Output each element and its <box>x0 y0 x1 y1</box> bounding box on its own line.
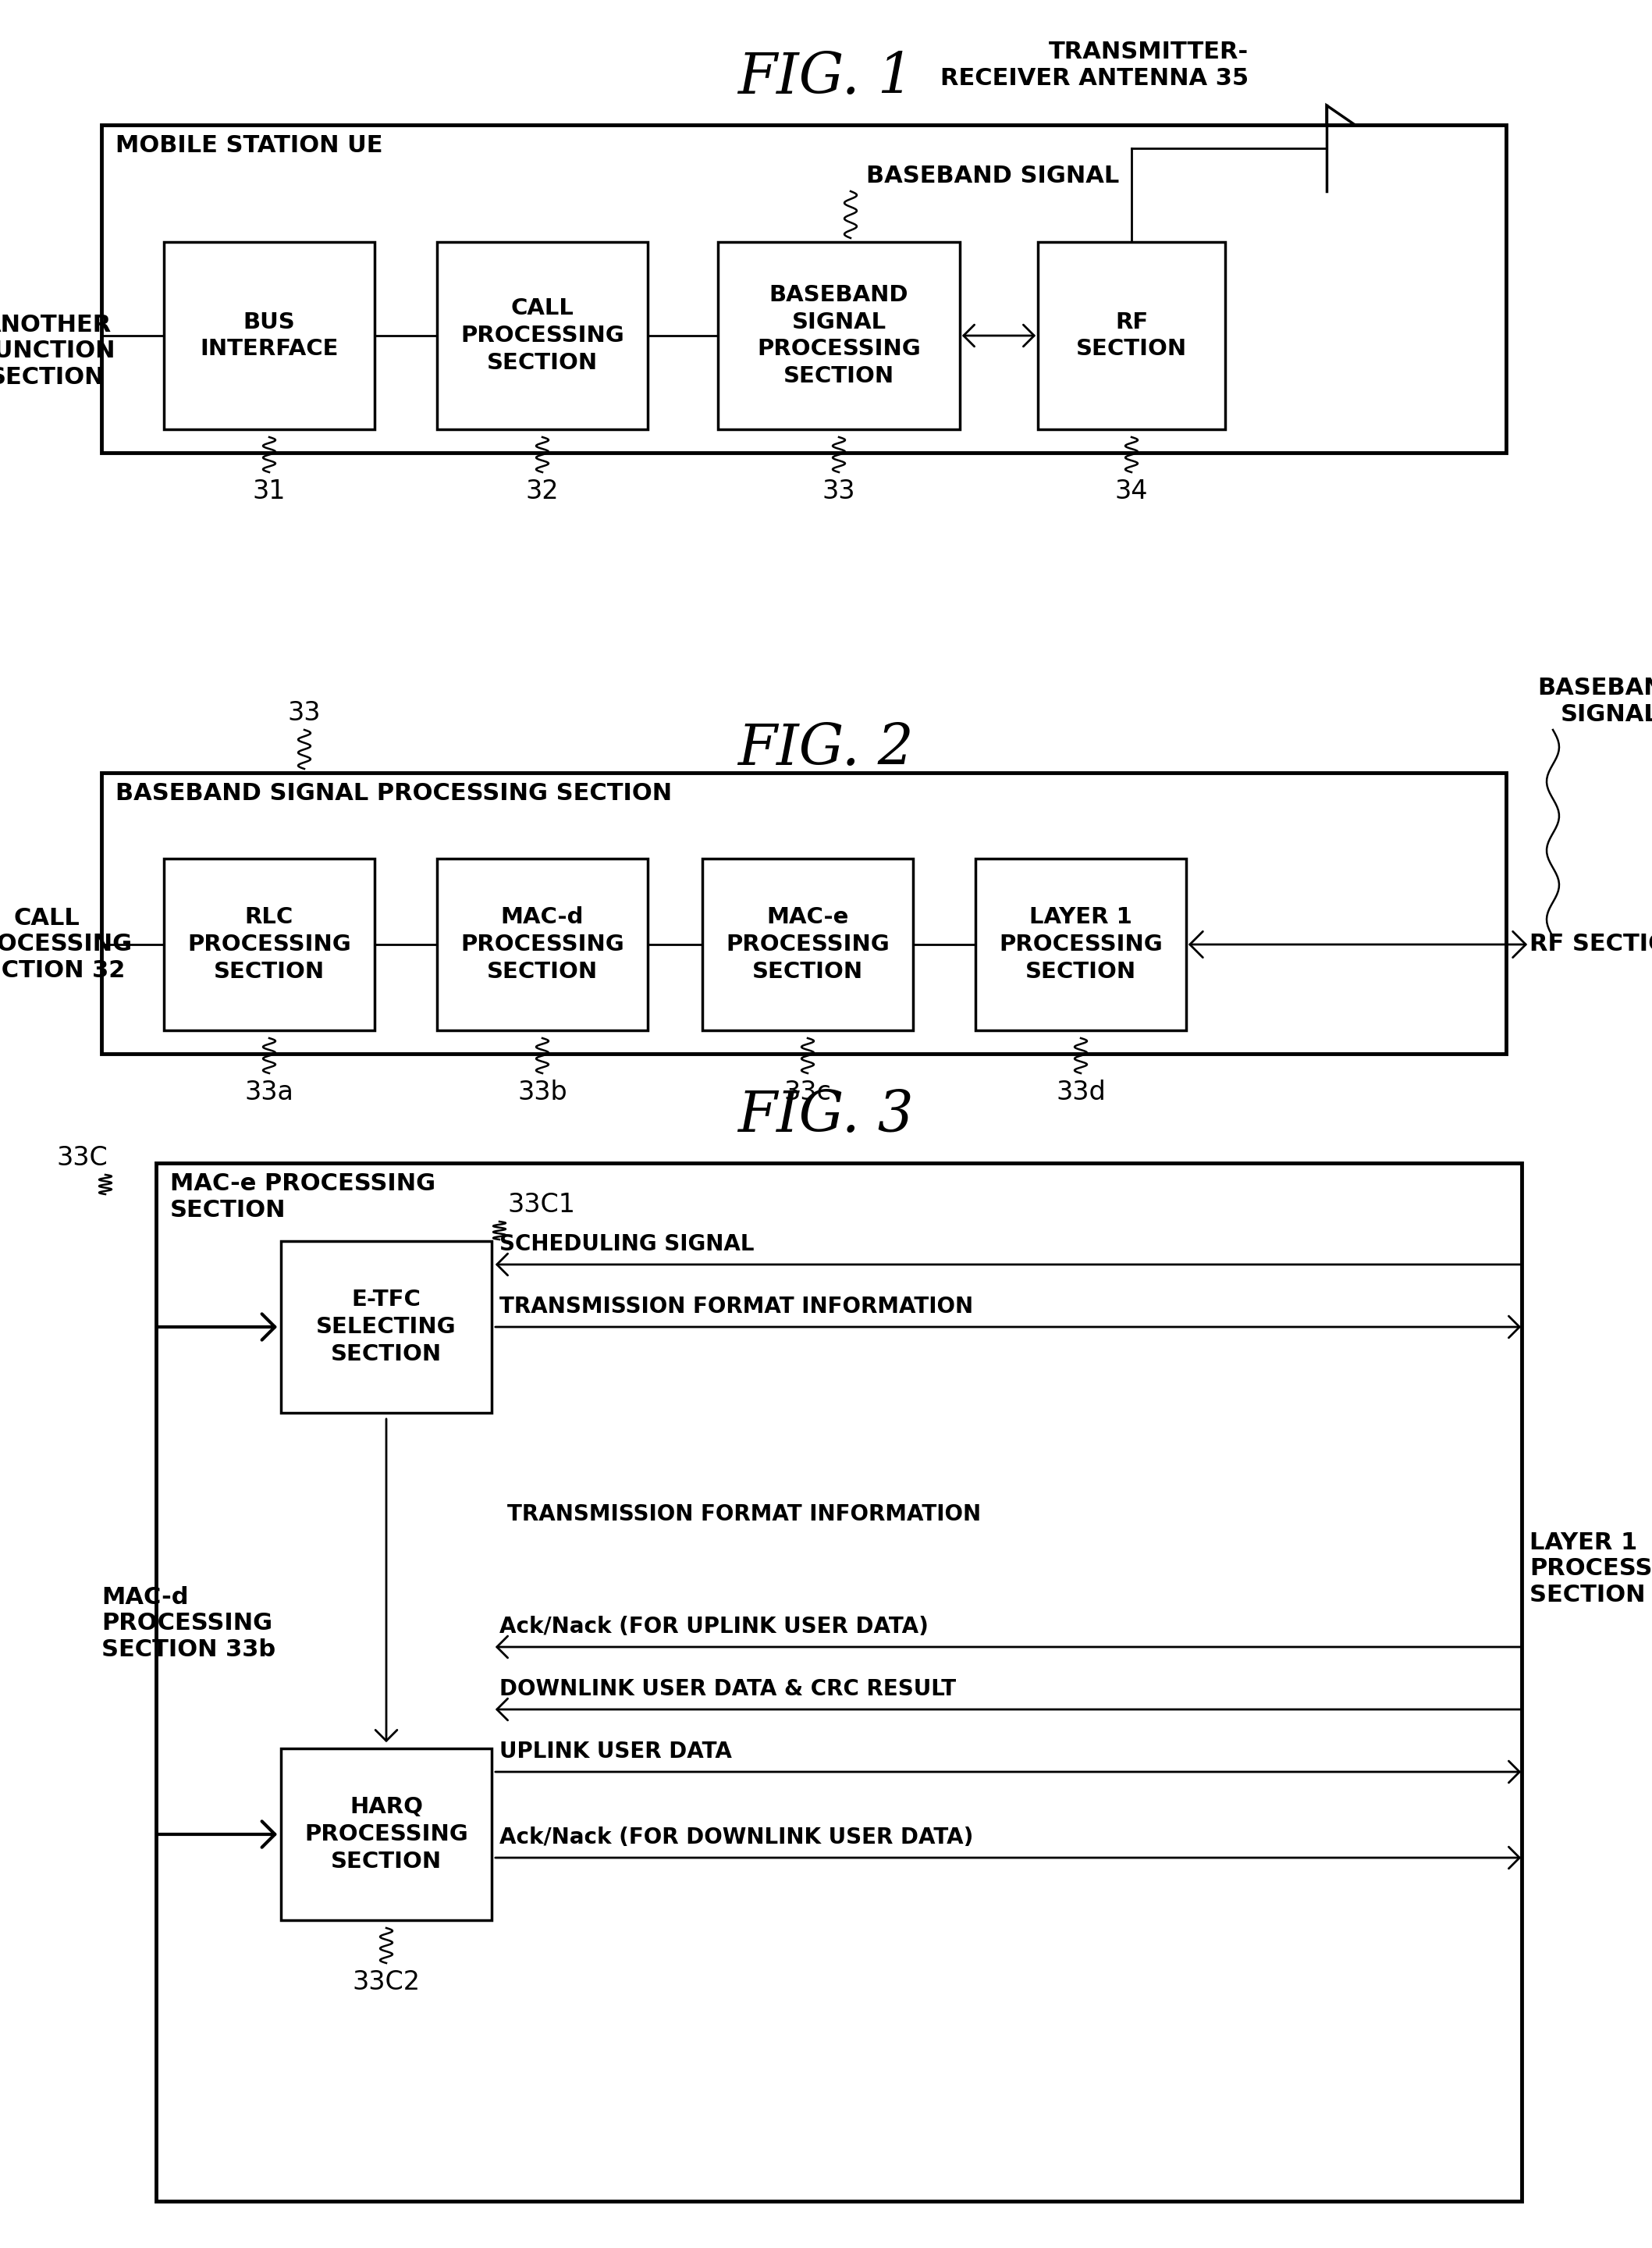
Text: CALL
PROCESSING
SECTION 32: CALL PROCESSING SECTION 32 <box>0 906 132 982</box>
Text: 33d: 33d <box>1056 1079 1105 1106</box>
Text: BASEBAND SIGNAL: BASEBAND SIGNAL <box>866 164 1118 187</box>
Text: RLC
PROCESSING
SECTION: RLC PROCESSING SECTION <box>187 906 352 982</box>
Text: Ack/Nack (FOR DOWNLINK USER DATA): Ack/Nack (FOR DOWNLINK USER DATA) <box>499 1825 973 1848</box>
Text: LAYER 1
PROCESSING
SECTION 33d: LAYER 1 PROCESSING SECTION 33d <box>1530 1531 1652 1607</box>
Text: MAC-e
PROCESSING
SECTION: MAC-e PROCESSING SECTION <box>725 906 889 982</box>
Bar <box>281 1749 492 1920</box>
Text: SCHEDULING SIGNAL: SCHEDULING SIGNAL <box>499 1234 755 1254</box>
Text: 33C: 33C <box>56 1144 107 1171</box>
Text: 31: 31 <box>253 479 286 504</box>
Text: FIG. 1: FIG. 1 <box>737 49 914 106</box>
Text: CALL
PROCESSING
SECTION: CALL PROCESSING SECTION <box>461 297 624 373</box>
Bar <box>975 859 1186 1030</box>
Text: BUS
INTERFACE: BUS INTERFACE <box>200 310 339 360</box>
Bar <box>164 243 375 429</box>
Text: BASEBAND
SIGNAL: BASEBAND SIGNAL <box>1538 677 1652 726</box>
Text: TRANSMISSION FORMAT INFORMATION: TRANSMISSION FORMAT INFORMATION <box>507 1504 981 1524</box>
Bar <box>155 1162 1521 2201</box>
Text: MAC-d
PROCESSING
SECTION 33b: MAC-d PROCESSING SECTION 33b <box>101 1587 276 1661</box>
Bar <box>719 243 960 429</box>
Bar <box>101 773 1507 1054</box>
Text: MAC-d
PROCESSING
SECTION: MAC-d PROCESSING SECTION <box>461 906 624 982</box>
Text: FIG. 2: FIG. 2 <box>737 722 914 778</box>
Text: RF SECTION 34: RF SECTION 34 <box>1530 933 1652 955</box>
Text: 33a: 33a <box>244 1079 294 1106</box>
Text: 34: 34 <box>1115 479 1148 504</box>
Text: LAYER 1
PROCESSING
SECTION: LAYER 1 PROCESSING SECTION <box>999 906 1163 982</box>
Text: HARQ
PROCESSING
SECTION: HARQ PROCESSING SECTION <box>304 1796 468 1873</box>
Bar <box>438 243 648 429</box>
Text: FIG. 3: FIG. 3 <box>737 1088 914 1144</box>
Text: 33: 33 <box>287 699 320 726</box>
Text: E-TFC
SELECTING
SECTION: E-TFC SELECTING SECTION <box>316 1288 456 1365</box>
Text: BASEBAND
SIGNAL
PROCESSING
SECTION: BASEBAND SIGNAL PROCESSING SECTION <box>757 283 920 387</box>
Text: Ack/Nack (FOR UPLINK USER DATA): Ack/Nack (FOR UPLINK USER DATA) <box>499 1616 928 1637</box>
Text: 33C2: 33C2 <box>352 1969 420 1996</box>
Bar <box>438 859 648 1030</box>
Text: RF
SECTION: RF SECTION <box>1075 310 1186 360</box>
Text: 33c: 33c <box>785 1079 831 1106</box>
Text: MOBILE STATION UE: MOBILE STATION UE <box>116 135 383 157</box>
Text: TRANSMISSION FORMAT INFORMATION: TRANSMISSION FORMAT INFORMATION <box>499 1295 973 1317</box>
Bar <box>164 859 375 1030</box>
Text: 32: 32 <box>525 479 558 504</box>
Text: 33: 33 <box>823 479 856 504</box>
Text: 33C1: 33C1 <box>507 1191 575 1218</box>
Text: UPLINK USER DATA: UPLINK USER DATA <box>499 1740 732 1762</box>
Bar <box>702 859 914 1030</box>
Text: 33b: 33b <box>517 1079 567 1106</box>
Bar <box>1037 243 1226 429</box>
Bar <box>101 126 1507 452</box>
Text: TRANSMITTER-
RECEIVER ANTENNA 35: TRANSMITTER- RECEIVER ANTENNA 35 <box>940 40 1249 90</box>
Bar <box>281 1241 492 1412</box>
Text: MAC-e PROCESSING
SECTION: MAC-e PROCESSING SECTION <box>170 1173 436 1221</box>
Text: BASEBAND SIGNAL PROCESSING SECTION: BASEBAND SIGNAL PROCESSING SECTION <box>116 782 672 805</box>
Text: DOWNLINK USER DATA & CRC RESULT: DOWNLINK USER DATA & CRC RESULT <box>499 1679 957 1699</box>
Text: ANOTHER
FUNCTION
SECTION: ANOTHER FUNCTION SECTION <box>0 315 116 389</box>
